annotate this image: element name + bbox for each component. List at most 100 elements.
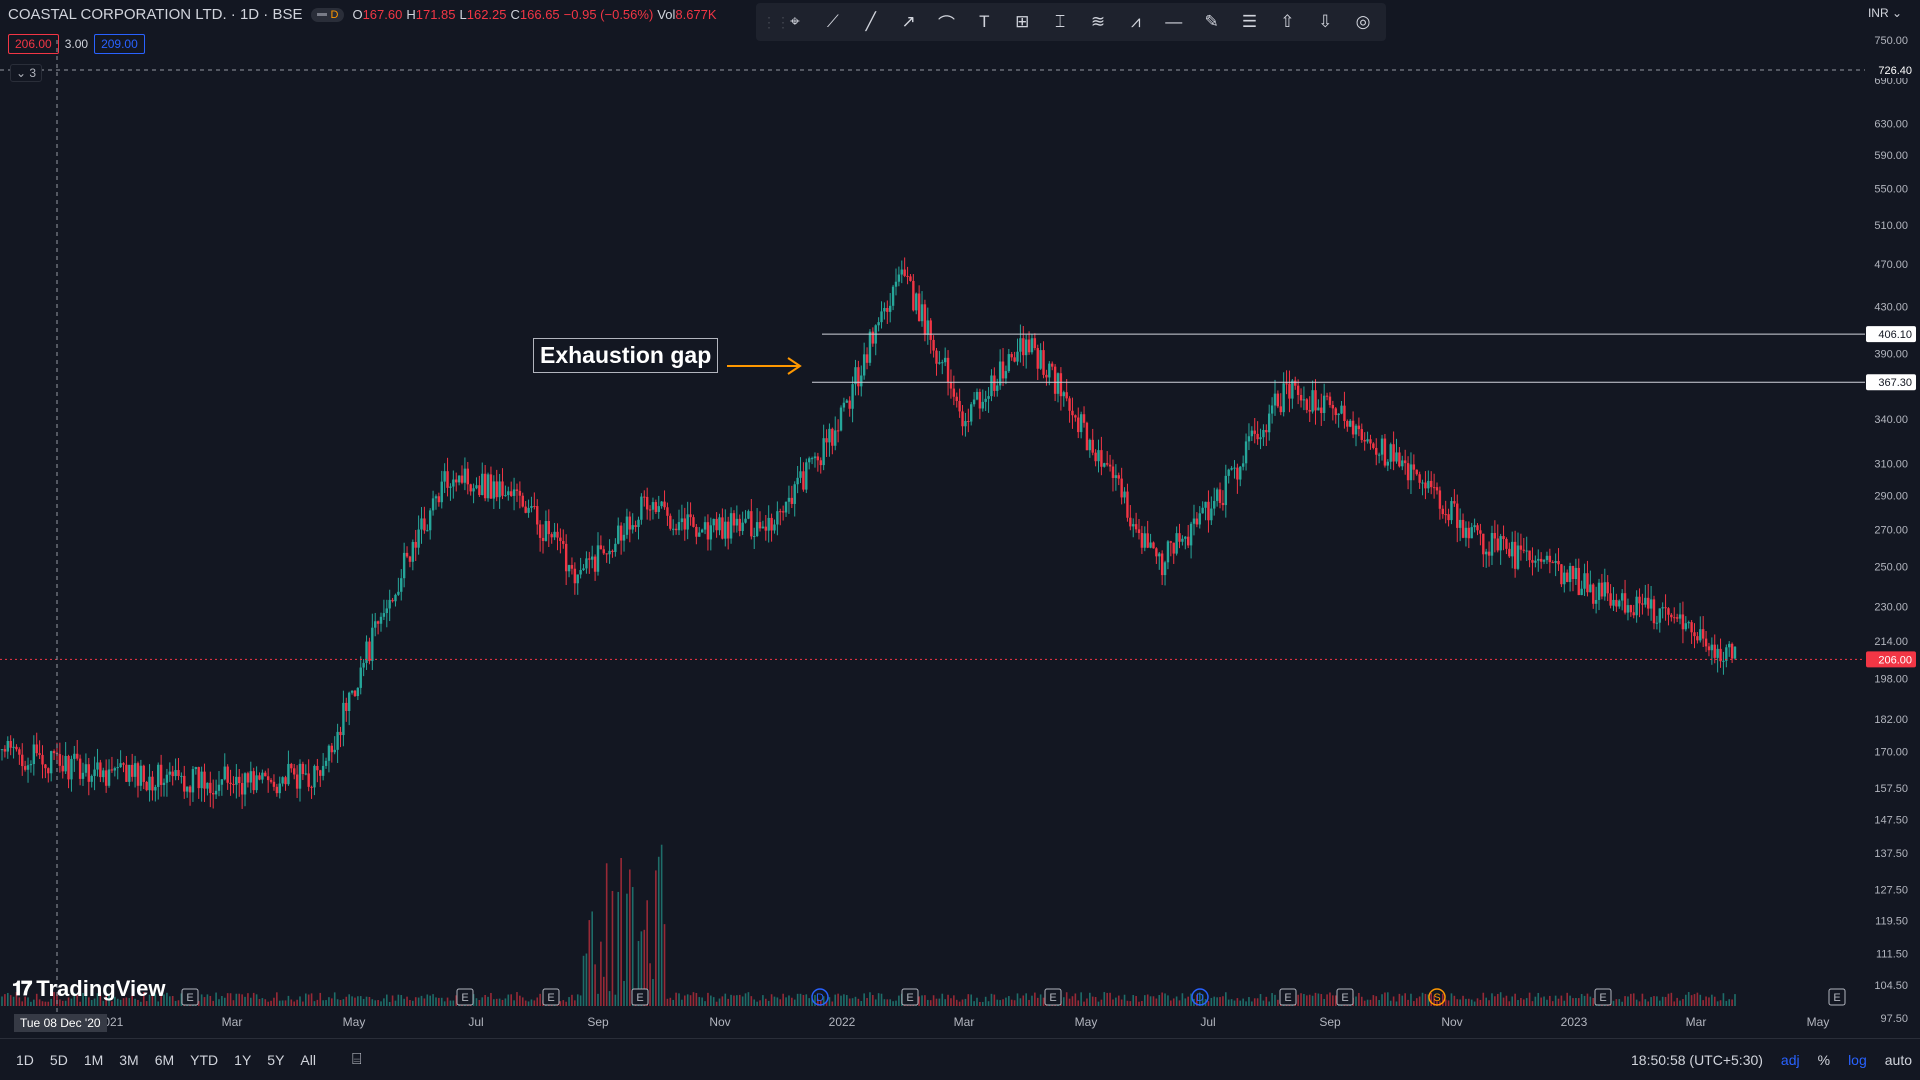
- volume-bar: [1627, 996, 1629, 1006]
- cursor-icon[interactable]: ⌖: [790, 12, 800, 31]
- candle-body: [452, 479, 455, 487]
- candle-body: [1580, 588, 1583, 596]
- earnings-marker[interactable]: [1279, 988, 1297, 1006]
- range-1d[interactable]: 1D: [16, 1051, 34, 1068]
- clock[interactable]: 18:50:58 (UTC+5:30): [1631, 1051, 1763, 1068]
- horizontal-line-icon[interactable]: —: [1165, 12, 1183, 31]
- candle-body: [1129, 517, 1132, 527]
- candle-body: [1592, 584, 1595, 604]
- log-toggle[interactable]: log: [1848, 1051, 1867, 1068]
- indicators-toggle[interactable]: ⌄ 3: [10, 64, 43, 82]
- exhaustion-gap-label[interactable]: Exhaustion gap: [533, 338, 719, 373]
- earnings-marker[interactable]: [901, 988, 919, 1006]
- adj-toggle[interactable]: adj: [1780, 1051, 1800, 1068]
- event-marker-s[interactable]: [1428, 988, 1446, 1006]
- earnings-marker[interactable]: [542, 988, 560, 1006]
- volume-bar: [536, 997, 539, 1006]
- candle-body: [1296, 385, 1300, 395]
- candle-body: [952, 388, 956, 397]
- buy-price[interactable]: 209.00: [94, 34, 145, 54]
- volume-bar: [1109, 992, 1111, 1006]
- pattern-icon[interactable]: ≋: [1090, 12, 1106, 31]
- calendar-icon[interactable]: ⌸: [351, 1050, 362, 1068]
- volume-bar: [1, 996, 3, 1006]
- candle-body: [738, 518, 741, 532]
- volume-bar: [1146, 994, 1149, 1006]
- target-icon[interactable]: ◎: [1355, 12, 1371, 31]
- range-5y[interactable]: 5Y: [267, 1051, 285, 1068]
- zigzag-icon[interactable]: ⩘: [1131, 12, 1141, 31]
- candle-body: [912, 280, 915, 311]
- trend-line-icon[interactable]: ⟋: [826, 12, 839, 31]
- earnings-marker[interactable]: [1594, 988, 1612, 1006]
- volume-bar: [1384, 992, 1386, 1006]
- earnings-marker[interactable]: [1044, 988, 1062, 1006]
- candle-body: [128, 764, 131, 782]
- candle-body: [822, 438, 825, 466]
- earnings-marker[interactable]: [631, 988, 649, 1006]
- range-5d[interactable]: 5D: [49, 1051, 68, 1068]
- volume-bar: [21, 1001, 24, 1006]
- price-range-icon[interactable]: ⌶: [1054, 12, 1066, 31]
- earnings-marker[interactable]: [1828, 988, 1846, 1006]
- arrow-line-icon[interactable]: ↗: [901, 12, 916, 31]
- price-chart[interactable]: 750.00690.00630.00590.00550.00510.00470.…: [0, 0, 1920, 1038]
- candle-body: [238, 776, 241, 783]
- brush-icon[interactable]: ✎: [1204, 12, 1219, 31]
- x-tick-label: Mar: [954, 1015, 975, 1029]
- range-ytd[interactable]: YTD: [190, 1051, 219, 1068]
- volume-bar: [530, 999, 533, 1006]
- symbol-title[interactable]: COASTAL CORPORATION LTD. · 1D · BSE: [8, 6, 303, 23]
- volume-bar: [1265, 996, 1268, 1006]
- sell-price[interactable]: 206.00: [8, 34, 59, 54]
- volume-bar: [56, 993, 58, 1006]
- market-status-pill[interactable]: D: [310, 7, 345, 22]
- candle-body: [559, 537, 562, 542]
- ray-icon[interactable]: ╱: [865, 12, 876, 31]
- volume-bar: [848, 998, 851, 1006]
- volume-bar: [87, 997, 90, 1006]
- percent-toggle[interactable]: %: [1817, 1051, 1831, 1068]
- range-all[interactable]: All: [300, 1051, 316, 1068]
- volume-bar: [724, 993, 727, 1006]
- earnings-marker[interactable]: [1336, 988, 1354, 1006]
- text-icon[interactable]: T: [979, 12, 990, 31]
- range-6m[interactable]: 6M: [154, 1051, 175, 1068]
- candle-body: [1432, 487, 1436, 489]
- earnings-marker[interactable]: [181, 988, 199, 1006]
- candle-body: [408, 556, 412, 562]
- candle-body: [926, 320, 930, 335]
- grid-box-icon[interactable]: ⊞: [1015, 12, 1030, 31]
- range-1y[interactable]: 1Y: [234, 1051, 252, 1068]
- auto-toggle[interactable]: auto: [1884, 1051, 1912, 1068]
- volume-bar: [414, 997, 417, 1006]
- candle-body: [1609, 593, 1612, 606]
- volume-bar: [325, 1000, 327, 1006]
- volume-bar: [770, 994, 773, 1006]
- volume-bar: [666, 998, 669, 1006]
- earnings-marker[interactable]: [456, 988, 474, 1006]
- candle-body: [1638, 596, 1641, 604]
- price-axis[interactable]: [1865, 0, 1920, 1038]
- range-1m[interactable]: 1M: [83, 1051, 104, 1068]
- list-icon[interactable]: ☰: [1241, 12, 1258, 31]
- volume-bar: [1184, 998, 1187, 1006]
- volume-bar: [1459, 999, 1461, 1006]
- event-marker-d[interactable]: [1191, 988, 1209, 1006]
- curve-icon[interactable]: ⌒: [937, 14, 955, 34]
- volume-bar: [1705, 996, 1707, 1006]
- range-3m[interactable]: 3M: [119, 1051, 139, 1068]
- arrow-down-icon[interactable]: ⇩: [1318, 12, 1333, 31]
- volume-bar: [1308, 994, 1311, 1006]
- volume-bar: [406, 996, 408, 1006]
- currency-selector[interactable]: INR ⌄: [1867, 6, 1902, 20]
- candle-body: [327, 745, 331, 761]
- volume-bar: [423, 998, 426, 1006]
- drag-handle-icon[interactable]: ⋮⋮: [762, 13, 790, 30]
- event-marker-d[interactable]: [811, 988, 829, 1006]
- candle-body: [1137, 529, 1141, 534]
- candle-body: [443, 471, 446, 482]
- candle-body: [920, 304, 924, 322]
- volume-bar: [521, 997, 524, 1006]
- arrow-up-icon[interactable]: ⇧: [1280, 12, 1295, 31]
